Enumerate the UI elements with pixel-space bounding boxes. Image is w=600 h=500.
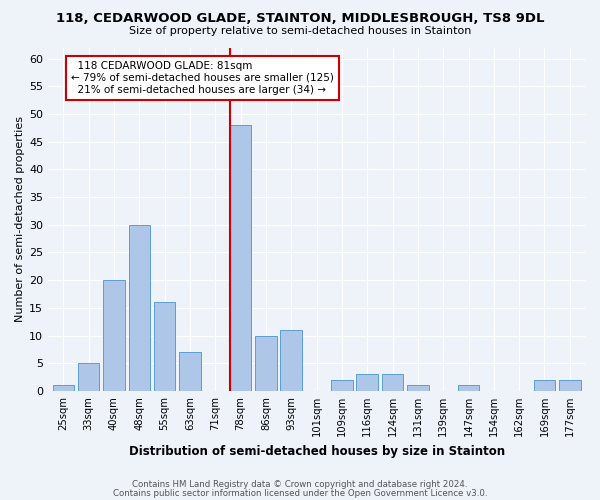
Bar xyxy=(230,125,251,391)
Bar xyxy=(356,374,378,391)
Text: 118 CEDARWOOD GLADE: 81sqm
← 79% of semi-detached houses are smaller (125)
  21%: 118 CEDARWOOD GLADE: 81sqm ← 79% of semi… xyxy=(71,62,334,94)
Bar xyxy=(559,380,581,391)
Text: Size of property relative to semi-detached houses in Stainton: Size of property relative to semi-detach… xyxy=(129,26,471,36)
Text: Contains public sector information licensed under the Open Government Licence v3: Contains public sector information licen… xyxy=(113,489,487,498)
Bar xyxy=(280,330,302,391)
Bar xyxy=(458,386,479,391)
Bar xyxy=(407,386,428,391)
Bar xyxy=(128,225,150,391)
Bar xyxy=(382,374,403,391)
Bar xyxy=(534,380,555,391)
Bar xyxy=(53,386,74,391)
Bar xyxy=(103,280,125,391)
Y-axis label: Number of semi-detached properties: Number of semi-detached properties xyxy=(15,116,25,322)
Text: Contains HM Land Registry data © Crown copyright and database right 2024.: Contains HM Land Registry data © Crown c… xyxy=(132,480,468,489)
Bar xyxy=(255,336,277,391)
Bar xyxy=(179,352,201,391)
X-axis label: Distribution of semi-detached houses by size in Stainton: Distribution of semi-detached houses by … xyxy=(128,444,505,458)
Bar xyxy=(331,380,353,391)
Bar xyxy=(154,302,175,391)
Text: 118, CEDARWOOD GLADE, STAINTON, MIDDLESBROUGH, TS8 9DL: 118, CEDARWOOD GLADE, STAINTON, MIDDLESB… xyxy=(56,12,544,26)
Bar xyxy=(78,363,100,391)
